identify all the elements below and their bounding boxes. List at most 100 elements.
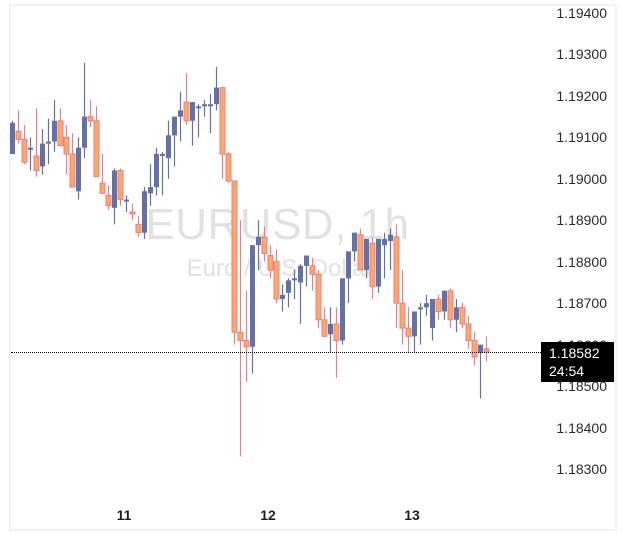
candle-up	[298, 263, 303, 324]
candle-up	[196, 104, 201, 138]
candle-down	[33, 108, 40, 177]
candle-up	[214, 66, 219, 111]
candle-up	[142, 187, 147, 239]
candle-up	[166, 120, 171, 179]
candle-up	[454, 299, 459, 333]
candle-down	[87, 100, 94, 127]
candle-up	[424, 294, 429, 316]
candle-up	[292, 270, 297, 300]
candle-down	[309, 257, 316, 291]
candle-up	[280, 284, 285, 312]
candle-up	[202, 100, 207, 117]
candle-up	[328, 307, 333, 353]
candle-down	[105, 185, 112, 210]
price-axis-label: 1.19200	[556, 87, 607, 104]
candle-down	[57, 108, 64, 147]
price-axis-label: 1.18500	[556, 378, 607, 395]
candle-down	[63, 124, 70, 175]
candle-up	[478, 344, 483, 399]
candle-down	[459, 303, 466, 329]
current-price-line	[11, 352, 541, 353]
current-price-value: 1.18582	[549, 345, 600, 361]
candle-down	[465, 315, 472, 349]
candle-down	[267, 245, 274, 279]
candle-up	[352, 232, 357, 262]
candle-up	[388, 228, 393, 271]
price-axis-label: 1.19300	[556, 46, 607, 63]
candle-down	[135, 216, 142, 237]
candle-up	[28, 137, 33, 171]
price-axis-label: 1.19000	[556, 170, 607, 187]
candle-down	[183, 73, 190, 125]
price-axis-label: 1.19100	[556, 129, 607, 146]
candle-up	[154, 147, 159, 196]
candle-down	[237, 220, 244, 457]
candle-up	[76, 137, 81, 200]
candle-down	[117, 168, 124, 206]
candle-up	[190, 102, 195, 146]
candle-down	[243, 290, 250, 382]
candle-up	[112, 168, 117, 225]
candle-down	[225, 151, 232, 183]
candle-up	[160, 151, 165, 196]
candle-up	[250, 245, 255, 374]
candle-up	[382, 232, 387, 279]
candle-down	[15, 110, 22, 144]
candle-up	[286, 278, 291, 308]
candle-up	[10, 120, 15, 154]
candle-up	[376, 238, 381, 293]
candle-down	[405, 307, 412, 353]
candle-up	[172, 116, 177, 167]
candle-down	[357, 228, 364, 271]
time-axis-label: 12	[260, 507, 276, 523]
current-price-tag: 1.18582 24:54	[541, 342, 614, 382]
candle-up	[82, 62, 87, 159]
candle-down	[435, 294, 442, 320]
candle-up	[52, 100, 57, 152]
candle-down	[69, 133, 76, 188]
candle-up	[412, 311, 417, 353]
candle-down	[315, 270, 322, 329]
bar-countdown: 24:54	[549, 363, 585, 379]
candle-down	[471, 332, 478, 366]
price-axis-label: 1.18900	[556, 212, 607, 229]
price-axis-label: 1.19400	[556, 5, 607, 21]
candle-down	[129, 203, 136, 221]
chart-frame	[9, 4, 617, 531]
candle-up	[256, 220, 261, 271]
candle-up	[124, 195, 129, 212]
candle-down	[231, 180, 238, 345]
candle-down	[99, 153, 106, 194]
candle-down	[393, 224, 400, 329]
price-axis-label: 1.18300	[556, 460, 607, 477]
candle-down	[369, 236, 376, 300]
candle-up	[418, 303, 423, 345]
candle-down	[273, 249, 280, 304]
candle-down	[333, 307, 340, 378]
candle-down	[21, 124, 28, 165]
candle-down	[93, 106, 100, 178]
candle-up	[46, 118, 51, 165]
candle-up	[40, 129, 45, 175]
candle-down	[261, 226, 268, 262]
candle-up	[304, 255, 309, 287]
candle-down	[447, 288, 454, 329]
candle-up	[208, 93, 213, 134]
candle-up	[442, 290, 447, 320]
candle-up	[430, 299, 435, 341]
candle-down	[399, 270, 406, 345]
price-axis-label: 1.18800	[556, 253, 607, 270]
time-axis-label: 11	[116, 507, 132, 523]
candle-up	[340, 278, 345, 345]
price-axis-label: 1.18400	[556, 419, 607, 436]
candle-up	[178, 91, 183, 142]
candle-down	[219, 87, 226, 179]
time-axis-label: 13	[404, 507, 420, 523]
candle-up	[346, 251, 351, 304]
candle-down	[483, 336, 490, 362]
candle-up	[364, 238, 369, 279]
candle-up	[148, 164, 153, 206]
price-axis-label: 1.18700	[556, 295, 607, 312]
candle-down	[321, 307, 328, 337]
